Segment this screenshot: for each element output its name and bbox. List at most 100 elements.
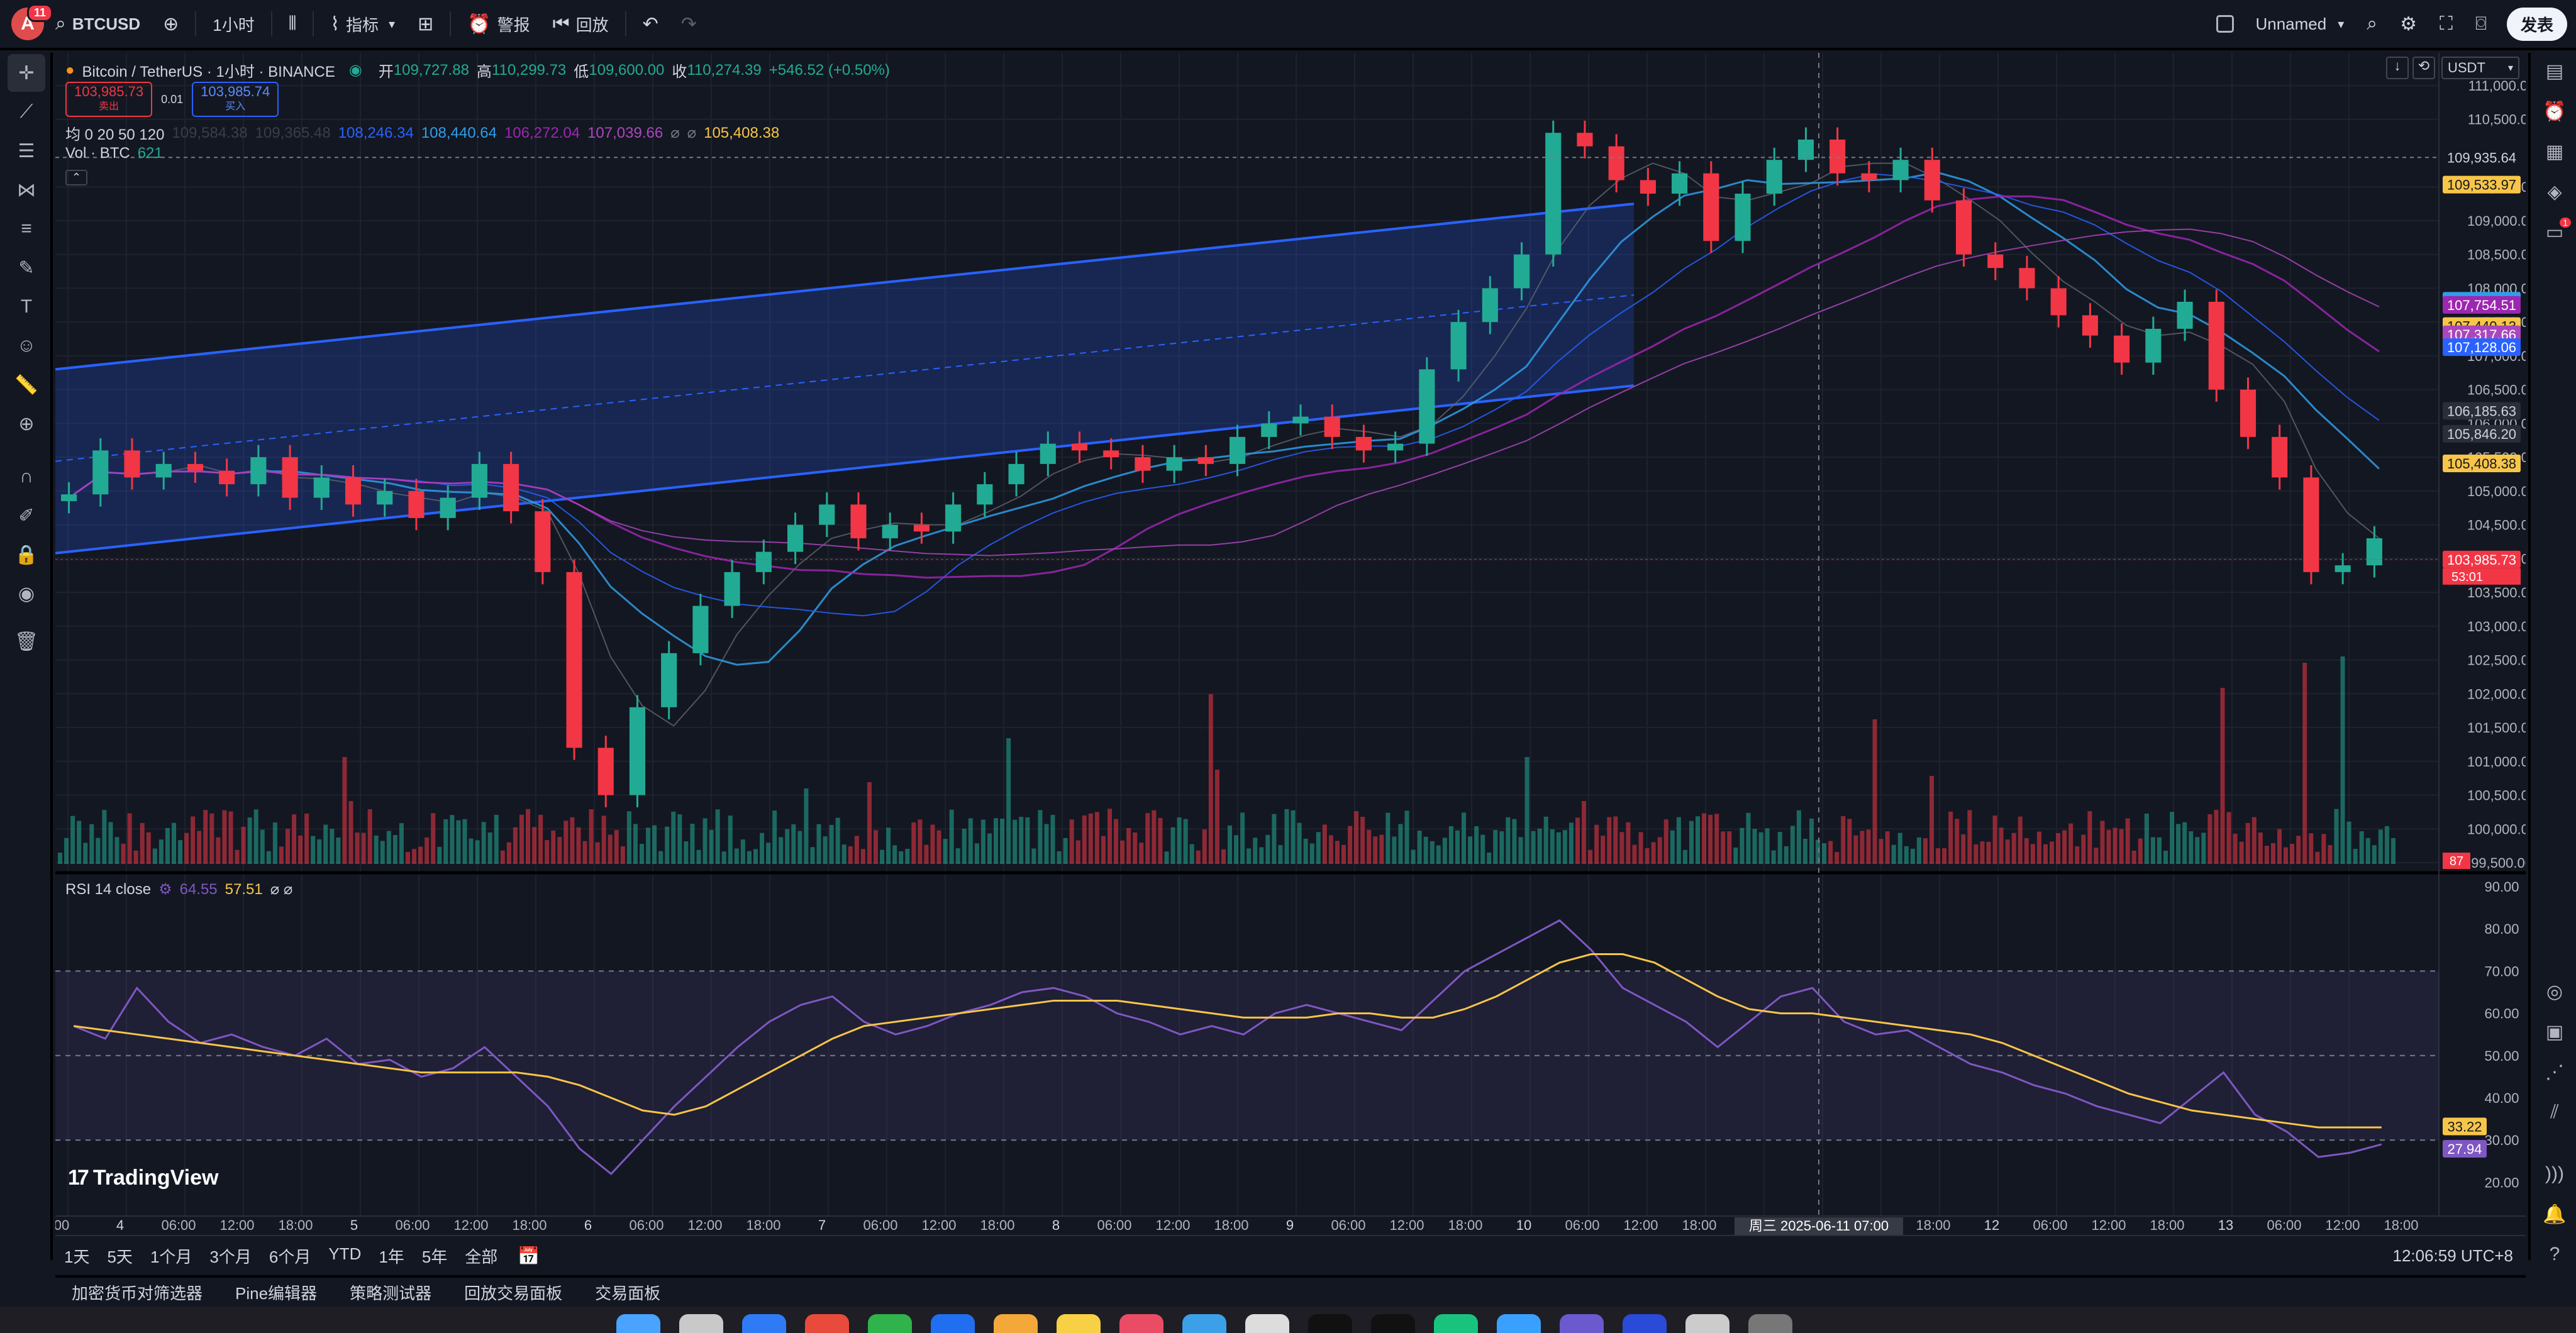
hide-drawings-tool[interactable]: ◉ xyxy=(8,575,45,612)
interval-selector[interactable]: 1小时 xyxy=(201,0,265,49)
alerts-panel-button[interactable]: ⏰ xyxy=(2536,93,2573,130)
templates-button[interactable]: ⊞ xyxy=(406,0,445,49)
dock-app-icon[interactable] xyxy=(868,1314,912,1333)
range-button[interactable]: 6个月 xyxy=(269,1247,311,1266)
dock-app-icon[interactable] xyxy=(1245,1314,1289,1333)
text-tool[interactable]: T xyxy=(8,288,45,326)
publish-button[interactable]: 发表 xyxy=(2506,7,2567,41)
dock-app-icon[interactable] xyxy=(1308,1314,1352,1333)
redo-button[interactable]: ↷ xyxy=(670,0,708,49)
price-tag: 107,754.51 xyxy=(2443,296,2521,314)
volume-bar xyxy=(1462,812,1467,864)
crosshair-tool[interactable]: ✛ xyxy=(8,54,45,92)
chat-button[interactable]: ▭ 1 xyxy=(2536,214,2573,250)
horizontal-lines-tool[interactable]: ☰ xyxy=(8,132,45,170)
sell-button[interactable]: 103,985.73 卖出 xyxy=(65,82,153,117)
panel-tab[interactable]: 加密货币对筛选器 xyxy=(72,1283,203,1303)
magnet-tool[interactable]: ∩ xyxy=(8,458,45,495)
dock-app-icon[interactable] xyxy=(1497,1314,1541,1333)
notifications-button[interactable]: 🔔 xyxy=(2536,1196,2573,1232)
symbol-search[interactable]: ⌕ BTCUSD xyxy=(44,0,152,49)
volume-legend[interactable]: Vol · BTC 621 xyxy=(65,145,170,162)
candle xyxy=(1672,161,1688,206)
volume-bar xyxy=(816,824,821,864)
panel-tab[interactable]: Pine编辑器 xyxy=(235,1283,318,1303)
ideas-button[interactable]: ⋰ xyxy=(2536,1054,2573,1090)
clock[interactable]: 12:06:59 UTC+8 xyxy=(2392,1246,2513,1265)
undo-button[interactable]: ↶ xyxy=(631,0,670,49)
trend-line-tool[interactable]: ⟋ xyxy=(8,93,45,131)
stay-drawing-tool[interactable]: ✐ xyxy=(8,497,45,534)
candle xyxy=(1103,438,1119,470)
layout-selector[interactable]: Unnamed ▾ xyxy=(2244,0,2355,49)
scale-arrow-button[interactable]: ↓ xyxy=(2386,57,2409,79)
collapse-legend-button[interactable]: ⌃ xyxy=(65,170,95,185)
calendar-button[interactable]: ▣ xyxy=(2536,1014,2573,1050)
lock-drawings-tool[interactable]: 🔒 xyxy=(8,536,45,573)
range-button[interactable]: 3个月 xyxy=(209,1247,252,1266)
dock-app-icon[interactable] xyxy=(1623,1314,1667,1333)
rsi-legend[interactable]: RSI 14 close ⚙ 64.55 57.51 ⌀ ⌀ xyxy=(65,880,300,899)
tv-logo-icon: 17 xyxy=(68,1166,89,1190)
snapshot-button[interactable]: ⌼ xyxy=(2464,0,2498,49)
settings-button[interactable]: ⚙ xyxy=(2389,0,2428,49)
target-button[interactable]: ◎ xyxy=(2536,973,2573,1010)
dock-app-icon[interactable] xyxy=(1371,1314,1415,1333)
brush-tool[interactable]: ✎ xyxy=(8,249,45,287)
stream-button[interactable]: ))) xyxy=(2536,1156,2573,1192)
pine-button[interactable]: ⫽ xyxy=(2536,1094,2573,1131)
measure-tool[interactable]: 📏 xyxy=(8,366,45,404)
price-chart[interactable]: 111,000.00110,500.00109,500.00109,000.00… xyxy=(55,53,2526,1235)
range-button[interactable]: 5天 xyxy=(107,1247,133,1266)
help-button[interactable]: ? xyxy=(2536,1236,2573,1273)
chart-area[interactable]: 111,000.00110,500.00109,500.00109,000.00… xyxy=(55,53,2526,1235)
date-range-icon[interactable]: 📅 xyxy=(518,1246,540,1266)
auto-scale-button[interactable]: ⟲ xyxy=(2412,57,2435,79)
remove-drawings-tool[interactable]: 🗑 xyxy=(8,622,45,660)
ma-legend[interactable]: 均 0 20 50 120 109,584.38 109,365.48 108,24… xyxy=(65,122,787,144)
range-button[interactable]: 1个月 xyxy=(150,1247,192,1266)
dock-app-icon[interactable] xyxy=(1119,1314,1163,1333)
chart-type-button[interactable]: ⫴ xyxy=(277,0,308,49)
fib-tool[interactable]: ≡ xyxy=(8,210,45,248)
dock-app-icon[interactable] xyxy=(1182,1314,1226,1333)
range-button[interactable]: 1年 xyxy=(379,1247,404,1266)
dock-app-icon[interactable] xyxy=(1057,1314,1101,1333)
panel-tab[interactable]: 回放交易面板 xyxy=(464,1283,563,1303)
watchlist-button[interactable]: ▤ xyxy=(2536,53,2573,89)
buy-button[interactable]: 103,985.74 买入 xyxy=(192,82,279,117)
user-avatar[interactable]: A 11 xyxy=(11,4,53,40)
replay-button[interactable]: ⏮ 回放 xyxy=(541,0,620,49)
dock-app-icon[interactable] xyxy=(742,1314,786,1333)
range-button[interactable]: 1天 xyxy=(64,1247,90,1266)
dock-app-icon[interactable] xyxy=(1434,1314,1478,1333)
pattern-tool[interactable]: ⋈ xyxy=(8,171,45,209)
alert-button[interactable]: ⏰ 警报 xyxy=(456,0,541,49)
quick-search-button[interactable]: ⌕ xyxy=(2355,0,2389,49)
panel-tab[interactable]: 交易面板 xyxy=(595,1283,661,1303)
layout-checkbox[interactable] xyxy=(2216,15,2235,33)
data-window-button[interactable]: ▦ xyxy=(2536,133,2573,170)
dock-app-icon[interactable] xyxy=(679,1314,723,1333)
volume-bar xyxy=(2270,843,2275,864)
dock-app-icon[interactable] xyxy=(1560,1314,1604,1333)
dock-app-icon[interactable] xyxy=(616,1314,660,1333)
dock-app-icon[interactable] xyxy=(994,1314,1038,1333)
zoom-tool[interactable]: ⊕ xyxy=(8,405,45,443)
volume-bar xyxy=(1936,848,1941,864)
dock-app-icon[interactable] xyxy=(931,1314,975,1333)
range-button[interactable]: YTD xyxy=(328,1244,362,1263)
fullscreen-button[interactable]: ⛶ xyxy=(2428,0,2464,49)
dock-app-icon[interactable] xyxy=(1685,1314,1729,1333)
dock-app-icon[interactable] xyxy=(805,1314,849,1333)
currency-selector[interactable]: USDT ▾ xyxy=(2441,57,2519,79)
indicators-button[interactable]: ⌇ 指标 ▾ xyxy=(319,0,406,49)
volume-bar xyxy=(924,844,929,864)
panel-tab[interactable]: 策略测试器 xyxy=(350,1283,432,1303)
range-button[interactable]: 全部 xyxy=(465,1247,498,1266)
emoji-tool[interactable]: ☺ xyxy=(8,327,45,365)
dock-app-icon[interactable] xyxy=(1748,1314,1792,1333)
range-button[interactable]: 5年 xyxy=(421,1247,448,1266)
compare-symbol-button[interactable]: ⊕ xyxy=(152,0,190,49)
layers-button[interactable]: ◈ xyxy=(2536,174,2573,210)
